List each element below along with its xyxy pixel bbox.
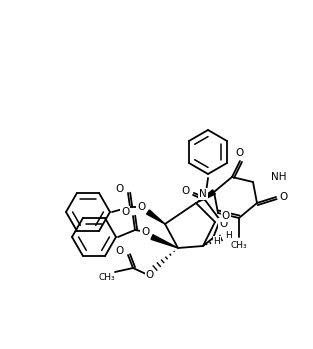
Text: H: H bbox=[214, 237, 220, 245]
Text: O: O bbox=[137, 202, 145, 212]
Text: CH₃: CH₃ bbox=[231, 240, 247, 250]
Polygon shape bbox=[196, 190, 215, 203]
Text: O: O bbox=[219, 219, 227, 229]
Text: NH: NH bbox=[271, 172, 286, 182]
Text: O: O bbox=[141, 227, 149, 237]
Text: O: O bbox=[181, 186, 189, 196]
Text: O: O bbox=[116, 246, 124, 256]
Text: O: O bbox=[236, 148, 244, 158]
Text: O: O bbox=[280, 192, 288, 202]
Text: O: O bbox=[222, 211, 230, 221]
Polygon shape bbox=[151, 235, 178, 248]
Text: O: O bbox=[116, 184, 124, 194]
Text: N: N bbox=[199, 189, 207, 199]
Text: O: O bbox=[146, 270, 154, 280]
Text: CH₃: CH₃ bbox=[99, 274, 115, 282]
Polygon shape bbox=[146, 210, 165, 224]
Text: H: H bbox=[226, 231, 232, 240]
Text: O: O bbox=[121, 207, 129, 217]
